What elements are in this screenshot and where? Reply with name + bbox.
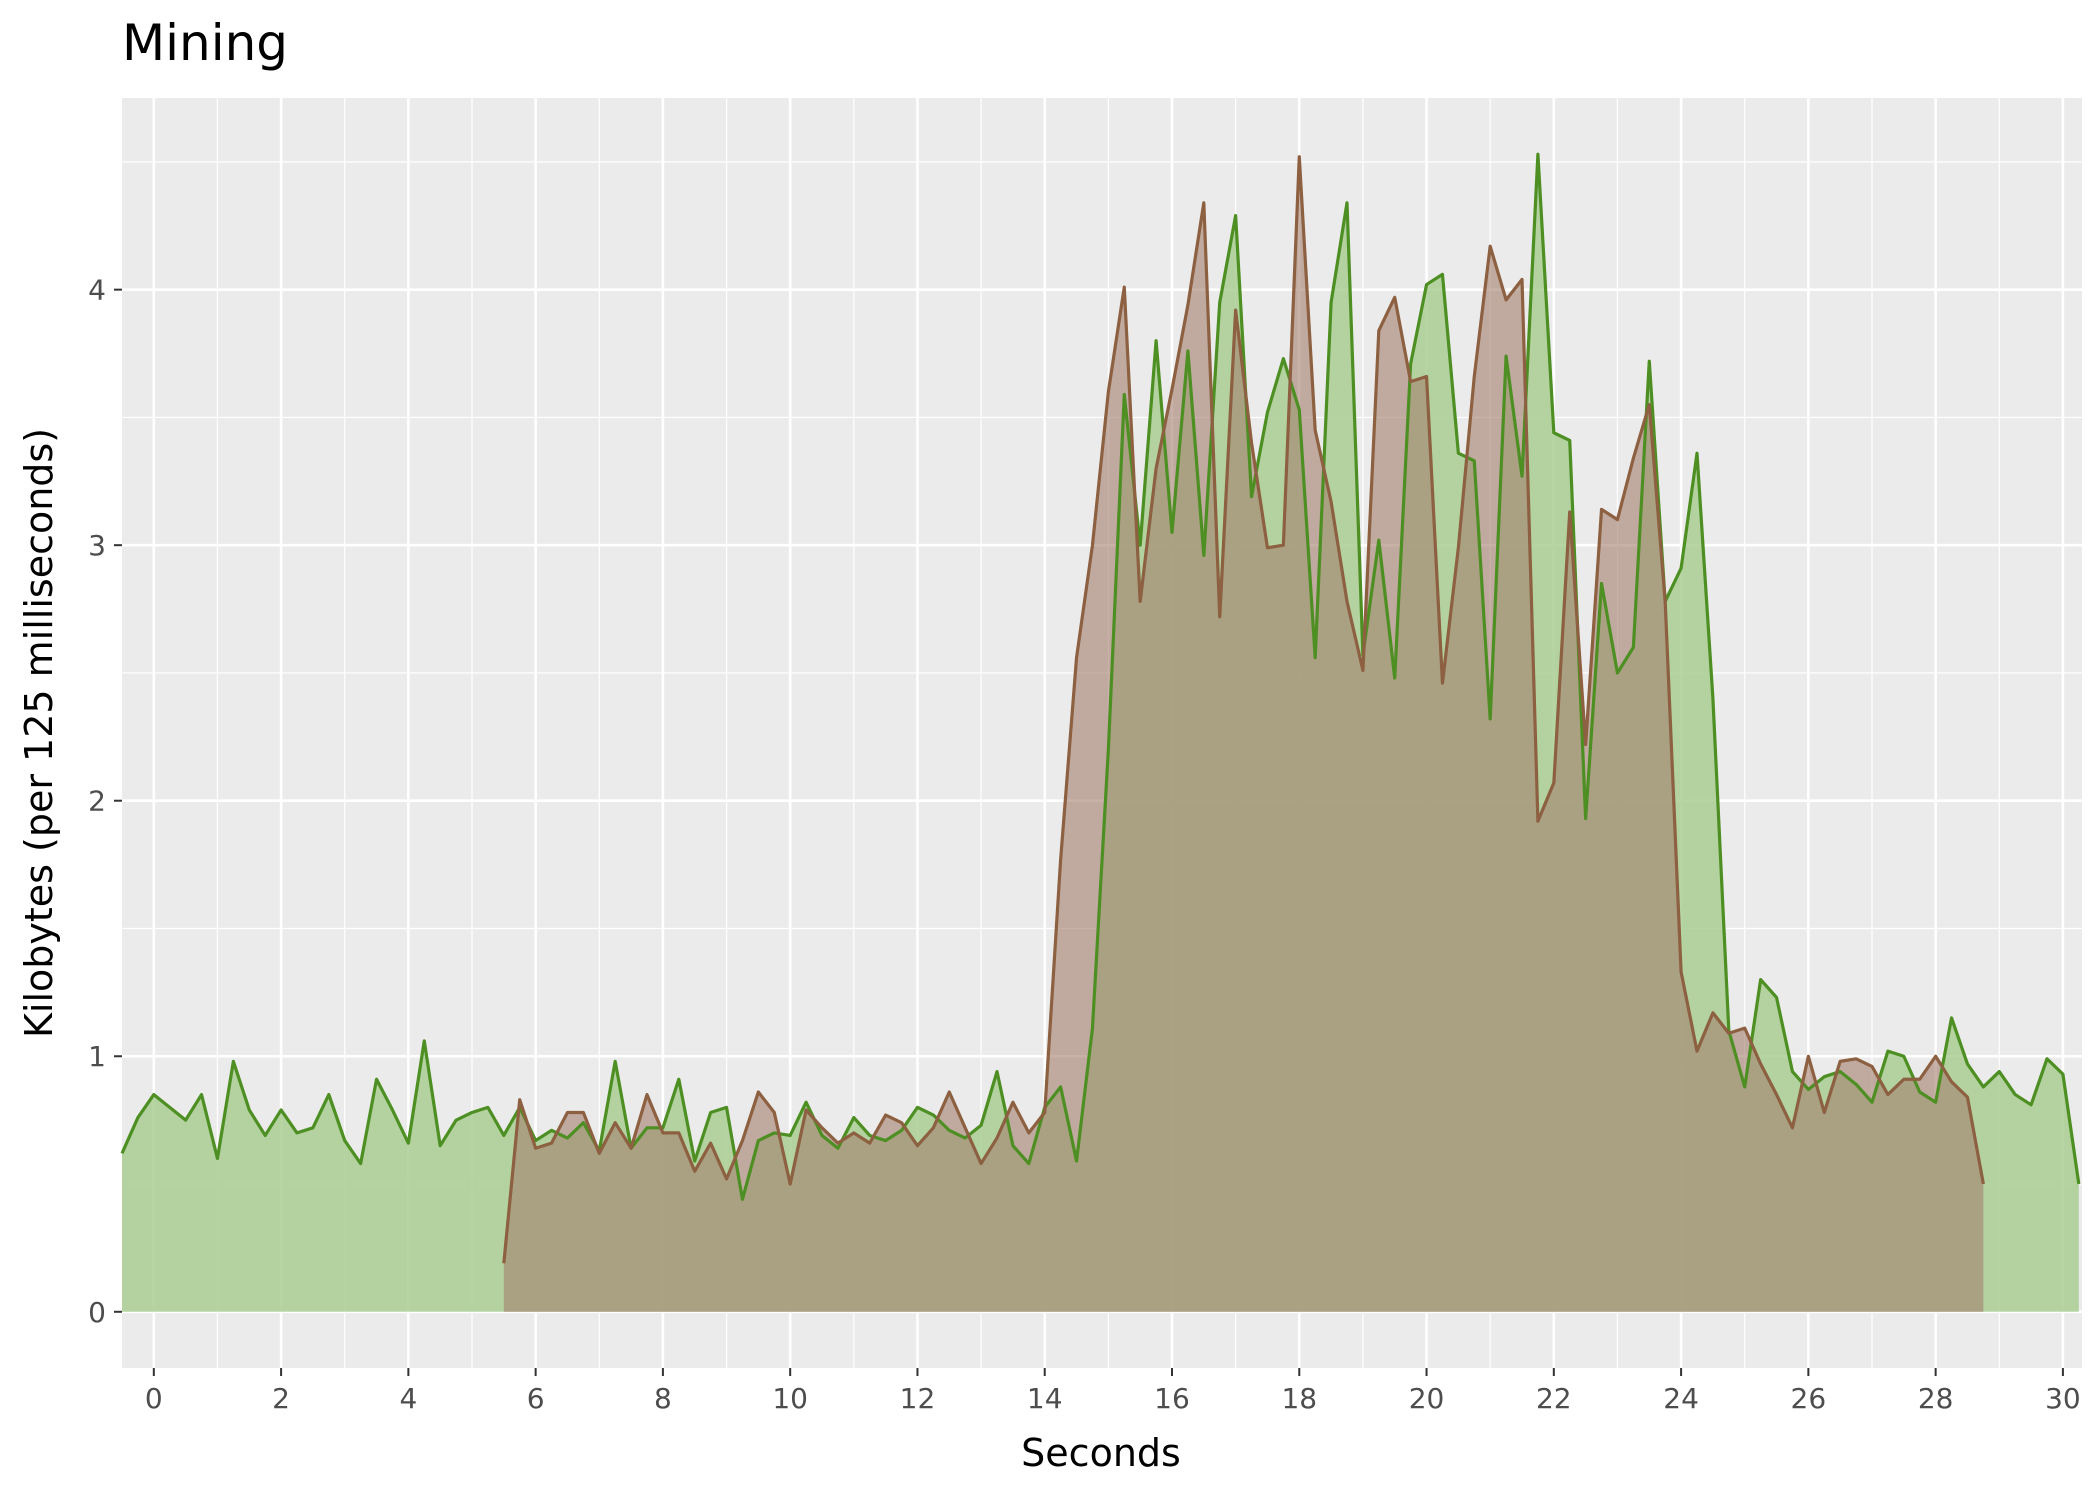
- y-tick-label: 0: [88, 1296, 106, 1329]
- x-tick-label: 8: [654, 1382, 672, 1415]
- x-tick-label: 28: [1918, 1382, 1954, 1415]
- chart-title: Mining: [122, 14, 289, 72]
- x-axis-title: Seconds: [1021, 1431, 1181, 1475]
- x-tick-label: 2: [272, 1382, 290, 1415]
- x-tick-label: 26: [1791, 1382, 1827, 1415]
- series-1-line: [120, 152, 2081, 1201]
- y-tick-label: 3: [88, 529, 106, 562]
- series-layer: [120, 152, 2081, 1312]
- x-tick-label: 30: [2045, 1382, 2081, 1415]
- series-2-area: [503, 156, 1984, 1312]
- x-tick-label: 14: [1027, 1382, 1063, 1415]
- x-tick-label: 6: [527, 1382, 545, 1415]
- y-tick-label: 4: [88, 274, 106, 307]
- x-tick-label: 22: [1536, 1382, 1572, 1415]
- x-tick-label: 18: [1281, 1382, 1317, 1415]
- y-tick-label: 1: [88, 1040, 106, 1073]
- y-axis-title: Kilobytes (per 125 milliseconds): [17, 428, 61, 1038]
- x-tick-label: 16: [1154, 1382, 1190, 1415]
- x-tick-label: 4: [399, 1382, 417, 1415]
- y-tick-label: 2: [88, 785, 106, 818]
- x-tick-label: 0: [145, 1382, 163, 1415]
- x-tick-label: 10: [772, 1382, 808, 1415]
- x-tick-label: 12: [900, 1382, 936, 1415]
- x-tick-label: 24: [1663, 1382, 1699, 1415]
- series-2-line: [502, 155, 1985, 1264]
- x-tick-label: 20: [1409, 1382, 1445, 1415]
